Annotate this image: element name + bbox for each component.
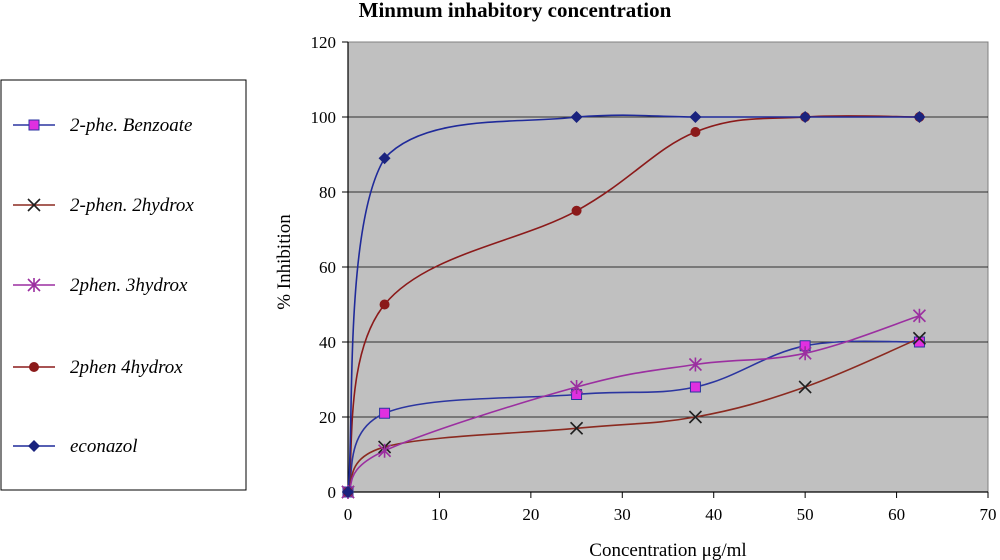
data-point-econazol	[570, 111, 583, 123]
x-tick-label: 60	[888, 505, 905, 524]
data-markers	[341, 111, 926, 499]
y-tick-label: 40	[319, 333, 336, 352]
legend-marker-econazol	[28, 440, 40, 452]
x-tick-label: 70	[980, 505, 997, 524]
chart-title: Minmum inhabitory concentration	[359, 0, 672, 22]
legend-label-2-phe-benzoate: 2-phe. Benzoate	[70, 115, 192, 136]
series-line-2-phe-benzoate	[347, 340, 920, 493]
x-axis-label: Concentration μg/ml	[589, 540, 746, 560]
data-point-2phen-3hydrox	[798, 346, 812, 361]
legend-label-2phen-4hydrox: 2phen 4hydrox	[70, 357, 183, 378]
data-point-2phen-3hydrox	[688, 357, 702, 372]
data-point-2phen-3hydrox	[570, 380, 584, 394]
x-tick-label: 0	[344, 505, 353, 524]
legend-label-2-phen-2hydrox: 2-phen. 2hydrox	[70, 195, 194, 216]
legend-label-2phen-3hydrox: 2phen. 3hydrox	[70, 275, 188, 296]
y-tick-label: 100	[311, 108, 337, 127]
legend-marker-2phen-4hydrox	[29, 362, 39, 372]
legend-label-econazol: econazol	[70, 436, 138, 457]
y-tick-label: 0	[328, 483, 337, 502]
data-point-econazol	[913, 111, 926, 123]
legend-marker-2phen-3hydrox	[27, 278, 41, 292]
data-point-2-phe-benzoate	[379, 407, 391, 419]
y-tick-label: 20	[319, 408, 336, 427]
data-point-2phen-3hydrox	[912, 308, 926, 323]
x-tick-label: 20	[522, 505, 539, 524]
data-point-2phen-4hydrox	[690, 127, 701, 137]
data-point-2-phen-2hydrox	[912, 331, 926, 345]
legend-marker-2-phe-benzoate	[28, 119, 40, 131]
data-point-econazol	[378, 152, 391, 165]
data-point-2phen-3hydrox	[378, 443, 392, 458]
x-tick-label: 30	[614, 505, 631, 524]
data-point-2-phen-2hydrox	[688, 410, 702, 424]
data-point-2phen-4hydrox	[379, 299, 390, 310]
data-point-2-phen-2hydrox	[798, 380, 812, 394]
y-axis-label: % Inhibition	[274, 214, 295, 310]
data-point-econazol	[689, 111, 702, 123]
data-point-econazol	[799, 111, 812, 123]
axes: 0 20 40 60 80 100 120 0 10 20 30 40 50 60 70	[311, 33, 997, 524]
y-tick-label: 80	[319, 183, 336, 202]
legend: 2-phe. Benzoate 2-phen. 2hydrox 2phen. 3hy…	[13, 115, 194, 457]
data-point-econazol	[342, 486, 354, 498]
x-tick-label: 40	[705, 505, 722, 524]
data-point-2-phe-benzoate	[689, 381, 701, 393]
data-point-2phen-4hydrox	[571, 205, 582, 216]
y-tick-label: 120	[311, 33, 337, 52]
x-tick-label: 50	[797, 505, 814, 524]
data-point-2-phen-2hydrox	[570, 421, 584, 435]
data-point-2-phe-benzoate	[913, 336, 925, 348]
legend-marker-2-phen-2hydrox	[27, 198, 41, 212]
x-tick-label: 10	[431, 505, 448, 524]
y-tick-label: 60	[319, 258, 336, 277]
